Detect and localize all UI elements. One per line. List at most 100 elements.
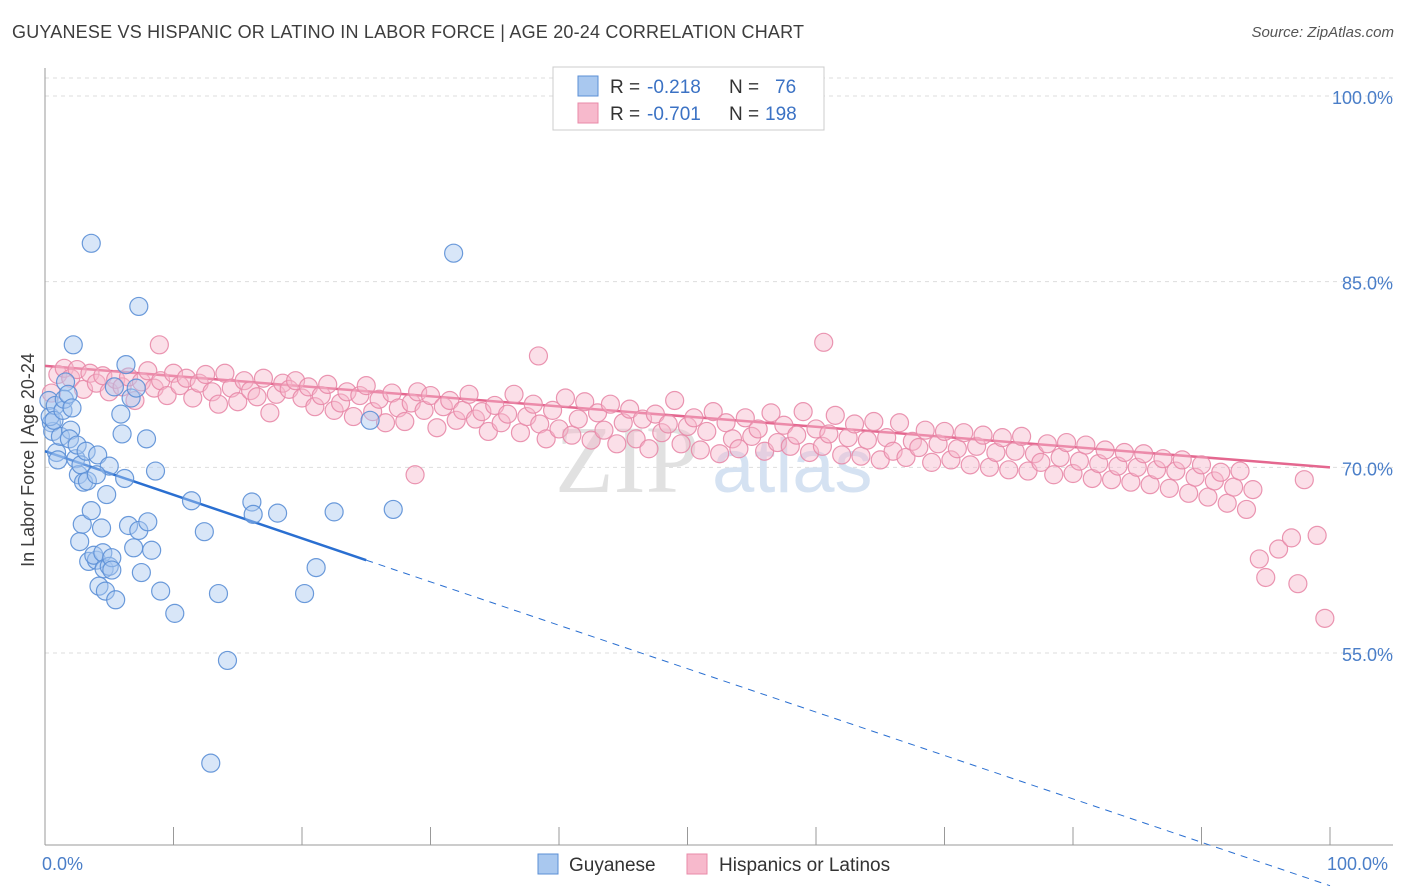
hispanic-point-197 xyxy=(528,346,549,366)
hispanic-point-84 xyxy=(581,430,601,450)
watermark-atlas: atlas xyxy=(712,424,873,509)
hispanic-point-125 xyxy=(844,414,865,434)
chart-title: GUYANESE VS HISPANIC OR LATINO IN LABOR … xyxy=(12,22,805,42)
hispanic-point-127 xyxy=(857,430,878,450)
hispanic-point-71 xyxy=(498,404,518,424)
hispanic-point-35 xyxy=(266,384,286,404)
hispanic-point-94 xyxy=(645,404,665,424)
guyanese-point-60 xyxy=(217,650,238,671)
hispanic-point-172 xyxy=(1146,460,1167,480)
hispanic-point-142 xyxy=(954,423,974,443)
legend-n-value-2: 198 xyxy=(765,104,797,125)
hispanic-point-18 xyxy=(157,385,177,406)
hispanic-point-141 xyxy=(947,439,967,459)
y-tick-labels: 55.0% 70.0% 85.0% 100.0% xyxy=(1332,88,1393,665)
hispanic-point-48 xyxy=(350,385,370,406)
hispanic-point-87 xyxy=(600,394,621,414)
guyanese-point-24 xyxy=(72,514,92,534)
hispanic-point-188 xyxy=(1249,549,1269,569)
hispanic-point-137 xyxy=(922,452,942,472)
guyanese-point-41 xyxy=(111,404,131,424)
hispanic-point-26 xyxy=(208,394,229,414)
hispanic-point-138 xyxy=(928,434,948,454)
hispanic-point-117 xyxy=(793,402,813,422)
guyanese-point-75 xyxy=(62,398,82,418)
hispanic-point-198 xyxy=(405,465,425,485)
guyanese-point-71 xyxy=(81,233,101,253)
hispanic-point-149 xyxy=(999,460,1019,480)
hispanic-point-41 xyxy=(305,397,325,417)
hispanic-point-78 xyxy=(542,400,563,420)
hispanic-point-195 xyxy=(1315,608,1335,628)
hispanic-point-81 xyxy=(562,425,582,445)
hispanic-point-193 xyxy=(1294,470,1314,490)
legend-n-value-1: 76 xyxy=(775,77,796,98)
legend-n-label-2: N = xyxy=(729,104,759,125)
hispanic-point-144 xyxy=(967,436,987,456)
hispanic-point-112 xyxy=(761,403,781,423)
hispanic-point-115 xyxy=(780,436,800,456)
hispanic-point-123 xyxy=(832,445,852,465)
hispanic-point-196 xyxy=(814,332,834,352)
hispanic-point-75 xyxy=(523,394,543,414)
guyanese-trend-extension xyxy=(366,559,1331,887)
hispanic-point-101 xyxy=(690,440,710,460)
hispanic-point-116 xyxy=(787,425,807,445)
hispanic-point-80 xyxy=(555,388,576,408)
legend-r-value-1: -0.218 xyxy=(647,77,701,98)
hispanic-point-47 xyxy=(343,406,363,427)
x-tick-labels: 0.0% 100.0% xyxy=(42,854,1388,874)
legend-n-label-1: N = xyxy=(729,77,759,98)
guyanese-point-64 xyxy=(306,557,326,578)
hispanic-point-178 xyxy=(1185,467,1205,487)
hispanic-point-106 xyxy=(722,429,743,449)
hispanic-point-110 xyxy=(748,419,768,439)
hispanic-point-185 xyxy=(1230,461,1250,481)
hispanic-point-156 xyxy=(1044,465,1064,485)
series-hispanic-points xyxy=(41,332,1335,628)
hispanic-point-34 xyxy=(260,403,280,423)
guyanese-point-57 xyxy=(181,491,202,511)
hispanic-point-175 xyxy=(1166,461,1186,481)
hispanic-point-77 xyxy=(536,429,556,449)
hispanic-point-180 xyxy=(1198,487,1218,507)
hispanic-point-60 xyxy=(427,418,447,438)
hispanic-point-107 xyxy=(729,439,749,459)
hispanic-point-109 xyxy=(742,426,762,446)
hispanic-point-49 xyxy=(356,376,376,396)
guyanese-point-53 xyxy=(136,429,157,449)
hispanic-point-88 xyxy=(607,434,627,454)
hispanic-point-97 xyxy=(665,390,685,411)
legend-r-value-2: -0.701 xyxy=(647,104,701,125)
guyanese-point-59 xyxy=(208,583,229,604)
bottom-legend-swatch-hispanic xyxy=(686,853,708,875)
hispanic-point-73 xyxy=(510,423,531,443)
guyanese-point-14 xyxy=(59,429,80,449)
hispanic-point-72 xyxy=(504,384,524,404)
hispanic-point-190 xyxy=(1268,539,1289,559)
bottom-legend-label-guyanese: Guyanese xyxy=(569,855,656,876)
guyanese-point-67 xyxy=(201,753,221,773)
hispanic-point-63 xyxy=(446,410,466,430)
hispanic-point-174 xyxy=(1159,478,1179,498)
hispanic-point-151 xyxy=(1011,426,1032,446)
guyanese-point-74 xyxy=(86,465,107,485)
guyanese-point-63 xyxy=(294,583,315,604)
hispanic-point-143 xyxy=(960,455,980,475)
legend-swatch-hispanic xyxy=(577,102,599,124)
hispanic-point-65 xyxy=(459,384,479,404)
hispanic-point-136 xyxy=(915,420,935,440)
series-guyanese-points xyxy=(39,233,464,773)
legend-r-label-2: R = xyxy=(610,104,640,125)
x-tick-label-min: 0.0% xyxy=(42,854,83,874)
guyanese-point-43 xyxy=(118,515,139,536)
guyanese-point-56 xyxy=(165,603,185,623)
hispanic-point-98 xyxy=(671,434,691,454)
hispanic-point-93 xyxy=(639,439,659,459)
hispanic-point-102 xyxy=(697,421,717,442)
hispanic-point-158 xyxy=(1056,432,1077,453)
guyanese-point-38 xyxy=(88,445,108,465)
stats-legend: R = -0.218 N = 76 R = -0.701 N = 198 xyxy=(552,66,825,131)
guyanese-point-55 xyxy=(151,581,171,601)
